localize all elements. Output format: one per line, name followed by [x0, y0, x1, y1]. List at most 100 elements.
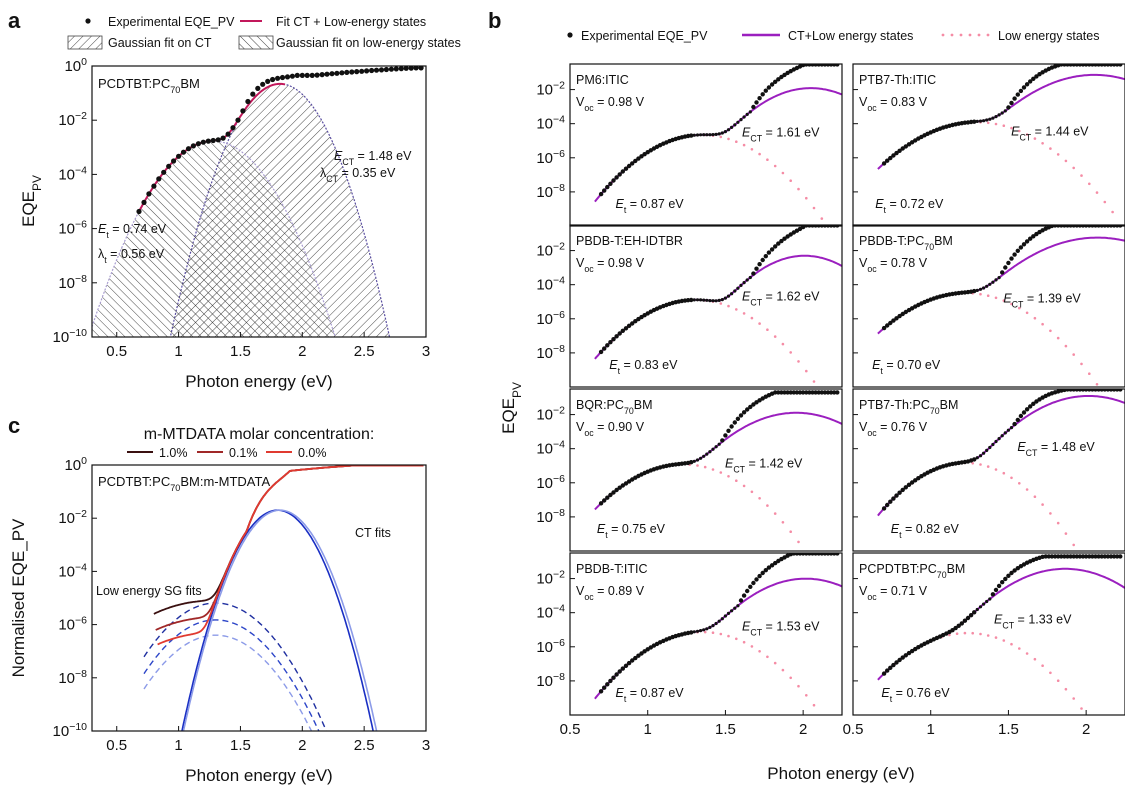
experimental-eqe-point	[195, 141, 201, 147]
experimental-point	[997, 437, 1001, 441]
experimental-point	[1077, 554, 1083, 559]
subplot-plot-0	[594, 64, 842, 220]
experimental-point	[982, 119, 986, 123]
axis-c-xtick-label: 1.5	[230, 737, 251, 754]
experimental-eqe-point	[364, 68, 370, 74]
experimental-point	[639, 154, 644, 159]
experimental-point	[1046, 554, 1052, 559]
experimental-point	[978, 454, 983, 458]
experimental-point	[950, 628, 955, 633]
experimental-point	[608, 678, 613, 684]
experimental-point	[1028, 404, 1033, 409]
low-energy-point	[1072, 166, 1075, 170]
experimental-point	[835, 225, 840, 228]
subplot-name-6: PBDB-T:ITIC	[576, 562, 648, 576]
experimental-point	[982, 451, 986, 455]
experimental-eqe-point	[176, 153, 182, 159]
experimental-point	[598, 349, 604, 355]
experimental-point	[791, 390, 796, 395]
experimental-point	[760, 92, 765, 97]
low-energy-point	[955, 632, 959, 635]
experimental-point	[779, 238, 784, 244]
low-energy-point	[1041, 142, 1044, 145]
experimental-eqe-point	[329, 71, 335, 77]
experimental-point	[695, 458, 700, 462]
subplot-4-ytick-label: 10−6	[536, 473, 565, 492]
legend-c: 1.0% 0.1% 0.0%	[127, 446, 327, 460]
low-energy-point	[727, 304, 730, 308]
legend-label-fit: Fit CT + Low-energy states	[276, 15, 426, 29]
low-energy-point	[750, 316, 754, 320]
experimental-point	[745, 112, 749, 116]
experimental-point	[985, 284, 989, 288]
low-energy-point	[781, 171, 785, 175]
experimental-point	[723, 130, 728, 134]
experimental-point	[735, 416, 741, 421]
low-energy-point	[789, 179, 792, 182]
legend-label-experimental-b: Experimental EQE_PV	[581, 29, 708, 43]
experimental-eqe-point	[304, 72, 310, 78]
experimental-point	[602, 346, 607, 351]
legend-swatch-gaussian-low	[238, 35, 274, 50]
subplot-6-ytick-label: 10−6	[536, 637, 565, 656]
subplot-name-1: PTB7-Th:ITIC	[859, 73, 936, 87]
low-energy-point	[1080, 362, 1083, 366]
experimental-eqe-point	[270, 76, 276, 83]
experimental-point	[705, 298, 709, 302]
experimental-point	[897, 657, 902, 663]
experimental-point	[699, 629, 703, 633]
low-energy-point	[703, 630, 707, 634]
experimental-point	[742, 281, 746, 285]
low-energy-point	[703, 465, 707, 469]
experimental-point	[748, 404, 753, 410]
experimental-point	[620, 328, 625, 333]
experimental-point	[689, 133, 694, 138]
experimental-eqe-point	[408, 66, 414, 71]
experimental-point	[738, 598, 744, 603]
experimental-point	[881, 506, 887, 511]
low-energy-point	[758, 322, 761, 325]
experimental-point	[800, 390, 806, 395]
experimental-point	[614, 334, 619, 339]
experimental-point	[760, 570, 765, 576]
plot-frame-a	[91, 65, 427, 338]
low-energy-point	[742, 484, 746, 488]
y-axis-label-c: Normalised EQE_PV	[9, 518, 28, 677]
low-energy-point	[1049, 671, 1052, 675]
experimental-point	[757, 262, 762, 267]
experimental-eqe-point	[344, 69, 350, 75]
subplot-voc-1: Voc = 0.83 V	[859, 95, 928, 113]
subplot-7-xtick-label: 0.5	[843, 721, 864, 738]
low-energy-point	[735, 479, 738, 483]
subplot-6-ytick-label: 10−8	[536, 671, 565, 690]
experimental-point	[985, 599, 989, 604]
low-energy-point	[696, 464, 699, 467]
experimental-point	[891, 662, 896, 668]
experimental-point	[723, 296, 728, 300]
experimental-point	[994, 278, 998, 282]
experimental-point	[733, 289, 737, 293]
low-energy-point	[1041, 322, 1044, 326]
experimental-eqe-point	[190, 143, 196, 149]
low-energy-point	[1095, 191, 1099, 194]
experimental-point	[699, 133, 703, 137]
low-energy-point	[805, 694, 808, 697]
sample-label-c: PCDTBT:PC70BM:m-MTDATA	[98, 474, 270, 493]
experimental-point	[617, 331, 622, 336]
experimental-point	[888, 155, 893, 161]
low-energy-point	[986, 294, 990, 298]
subplot-7-xtick-label: 1.5	[998, 721, 1019, 738]
low-energy-point	[781, 668, 785, 672]
experimental-point	[717, 298, 721, 302]
experimental-point	[720, 298, 724, 302]
experimental-point	[807, 390, 812, 395]
low-energy-point	[812, 380, 816, 383]
experimental-point	[1052, 554, 1058, 559]
experimental-point	[614, 672, 619, 677]
experimental-point	[782, 236, 787, 241]
ct-fit-line-1	[182, 509, 378, 731]
subplot-6-xtick-label: 1.5	[715, 721, 736, 738]
subplot-0-ytick-label: 10−6	[536, 148, 565, 167]
experimental-point	[733, 123, 737, 127]
